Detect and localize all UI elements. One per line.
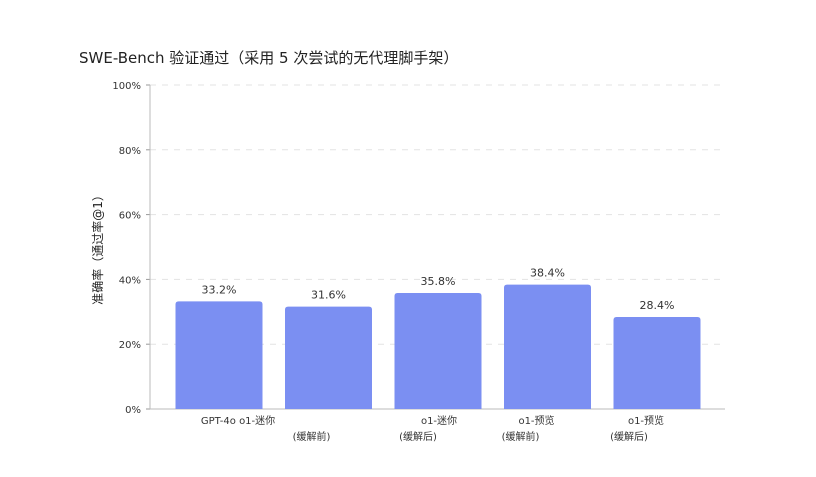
data-label: 33.2% xyxy=(202,283,237,296)
labels: 0% 20% 40% 60% 80% 100% 准确率（通过率@1） 33.2% GPT-4o … xyxy=(90,81,674,443)
x-tick-label: o1-迷你 xyxy=(421,414,457,427)
y-tick-label: 20% xyxy=(119,340,141,351)
chart-title: SWE-Bench 验证通过（采用 5 次尝试的无代理脚手架） xyxy=(79,49,459,67)
x-tick-label: GPT-4o o1-迷你 xyxy=(201,414,275,427)
x-tick-label: (缓解后) xyxy=(610,430,648,443)
x-tick-label: o1-预览 xyxy=(628,414,664,427)
y-tick-label: 0% xyxy=(125,405,141,416)
y-tick-label: 100% xyxy=(112,81,141,92)
bar xyxy=(613,316,701,409)
bar xyxy=(394,293,482,409)
bar xyxy=(175,301,263,409)
y-tick-label: 40% xyxy=(119,275,141,286)
x-tick-label: (缓解后) xyxy=(399,430,437,443)
x-tick-label: (缓解前) xyxy=(502,430,540,443)
x-tick-label: (缓解前) xyxy=(293,430,331,443)
bar xyxy=(504,284,591,409)
data-label: 35.8% xyxy=(421,275,456,288)
y-tick-label: 60% xyxy=(119,211,141,222)
data-label: 28.4% xyxy=(640,299,675,312)
y-axis-title: 准确率（通过率@1） xyxy=(90,189,105,305)
bar xyxy=(285,306,372,409)
x-tick-label: o1-预览 xyxy=(518,414,554,427)
data-label: 38.4% xyxy=(530,267,565,280)
y-tick-label: 80% xyxy=(119,146,141,157)
bars xyxy=(175,284,701,409)
data-label: 31.6% xyxy=(311,289,346,302)
